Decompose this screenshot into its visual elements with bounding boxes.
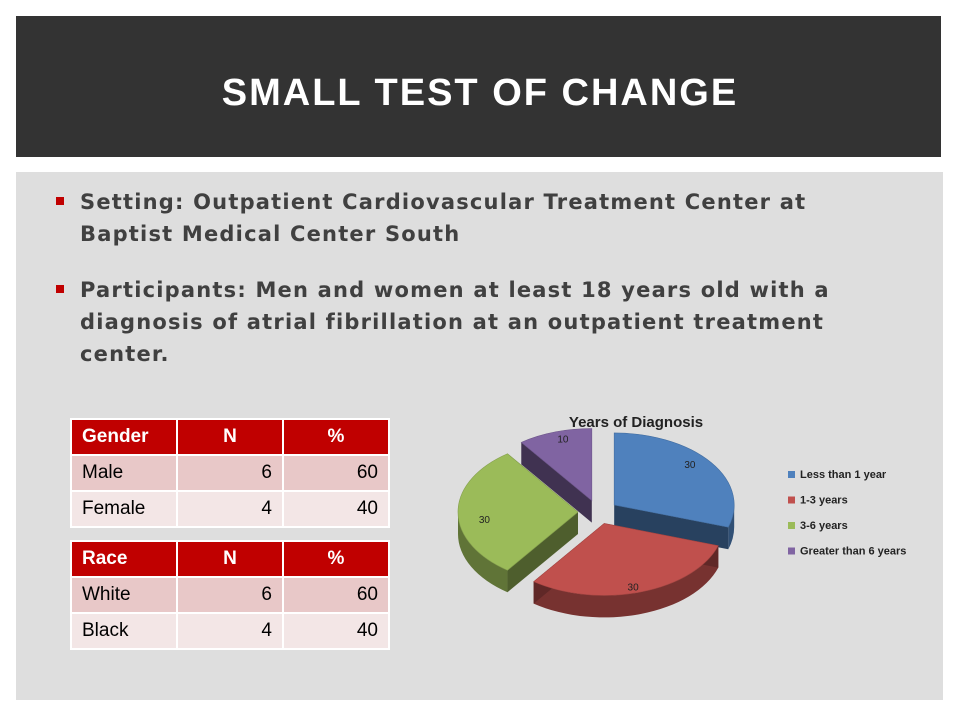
pie-slice-top — [613, 432, 735, 528]
table-header-cell: % — [282, 418, 390, 456]
table-header-cell: Race — [70, 540, 178, 578]
table-row: Black 4 40 — [70, 612, 390, 650]
table-header-cell: % — [282, 540, 390, 578]
table-row: White 6 60 — [70, 576, 390, 614]
table-cell: 60 — [282, 576, 390, 614]
pie-chart: Years of Diagnosis 30 30 30 10 Less than 1 … — [457, 414, 906, 618]
chart-legend: Less than 1 year 1-3 years 3-6 years Greate… — [788, 469, 906, 558]
pie-data-label: 30 — [479, 515, 491, 526]
pie-data-label: 30 — [684, 460, 696, 471]
square-bullet-icon — [56, 197, 64, 205]
legend-label: 1-3 years — [800, 495, 848, 507]
table-header-row: Gender N % — [70, 418, 390, 456]
pie-slice-side — [533, 545, 719, 618]
table-cell: Female — [70, 490, 178, 528]
table-cell: 40 — [282, 490, 390, 528]
table-cell: White — [70, 576, 178, 614]
pie-slice — [520, 428, 593, 523]
pie-slice-face — [521, 442, 592, 523]
pie-slice-side — [728, 504, 735, 550]
table-header-cell: Gender — [70, 418, 178, 456]
pie-slice-top — [520, 428, 593, 502]
bullet-setting: Setting: Outpatient Cardiovascular Treat… — [56, 186, 876, 250]
pie-slice — [533, 523, 719, 618]
pie-slice-face — [507, 512, 578, 593]
pie-data-labels: 30 30 30 10 — [479, 434, 696, 593]
legend-swatch — [788, 547, 795, 555]
table-header-cell: N — [176, 418, 284, 456]
bullet-list: Setting: Outpatient Cardiovascular Treat… — [56, 186, 876, 394]
legend-swatch — [788, 496, 795, 504]
legend-label: Less than 1 year — [800, 469, 887, 481]
table-row: Male 6 60 — [70, 454, 390, 492]
gender-table: Gender N % Male 6 60 Female 4 40 — [70, 418, 390, 528]
table-header-cell: N — [176, 540, 284, 578]
table-cell: 4 — [176, 490, 284, 528]
title-band — [16, 16, 941, 157]
legend-label: Greater than 6 years — [800, 546, 906, 558]
table-cell: Male — [70, 454, 178, 492]
table-row: Female 4 40 — [70, 490, 390, 528]
pie-data-label: 10 — [557, 434, 569, 445]
pie-slice-side — [458, 512, 508, 593]
table-cell: 40 — [282, 612, 390, 650]
pie-slice-face — [614, 504, 729, 550]
square-bullet-icon — [56, 285, 64, 293]
legend-label: 3-6 years — [800, 520, 848, 532]
table-cell: 6 — [176, 576, 284, 614]
table-cell: 4 — [176, 612, 284, 650]
legend-swatch — [788, 522, 795, 529]
pie-slice-top — [533, 523, 719, 596]
pie-slice-top — [457, 453, 579, 571]
legend-swatch — [788, 471, 795, 478]
chart-title: Years of Diagnosis — [569, 414, 703, 431]
bullet-text: Setting: Outpatient Cardiovascular Treat… — [80, 190, 807, 246]
bullet-text: Participants: Men and women at least 18 … — [80, 278, 830, 366]
pie-slices — [457, 428, 735, 618]
bullet-participants: Participants: Men and women at least 18 … — [56, 274, 876, 370]
pie-slice — [613, 432, 735, 550]
pie-data-label: 30 — [628, 583, 640, 594]
table-header-row: Race N % — [70, 540, 390, 578]
race-table: Race N % White 6 60 Black 4 40 — [70, 540, 390, 650]
table-cell: 60 — [282, 454, 390, 492]
table-cell: 6 — [176, 454, 284, 492]
slide-title: SMALL TEST OF CHANGE — [221, 72, 739, 114]
table-cell: Black — [70, 612, 178, 650]
pie-slice — [457, 453, 579, 593]
